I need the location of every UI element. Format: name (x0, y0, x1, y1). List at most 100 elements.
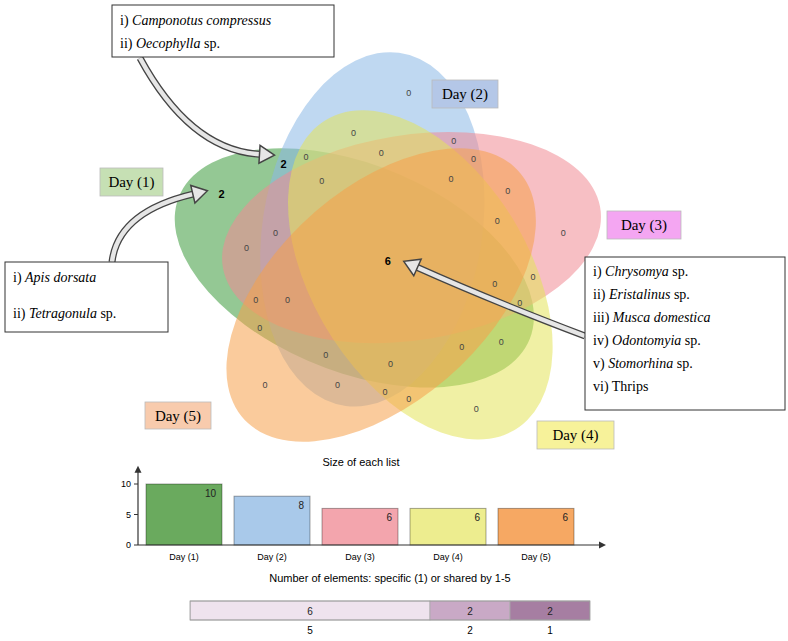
region-count: 0 (273, 228, 278, 238)
region-count: 0 (262, 380, 267, 390)
region-count: 0 (244, 243, 249, 253)
annotation-box (5, 262, 168, 332)
set-ellipse (169, 95, 593, 494)
bar (498, 508, 574, 545)
member-label: iv) Odontomyia sp. (593, 333, 701, 349)
data-label: 6 (562, 512, 568, 523)
x-tick-label: Day (4) (433, 552, 463, 562)
region-count: 0 (499, 337, 504, 347)
region-count: 0 (530, 272, 535, 282)
x-tick-label: Day (2) (257, 552, 287, 562)
bar (410, 508, 486, 545)
region-count: 0 (459, 342, 464, 352)
member-label: vi) Thrips (593, 379, 648, 395)
bar (234, 496, 310, 545)
set-label: Day (1) (108, 174, 154, 191)
member-label: ii) Tetragonula sp. (13, 306, 116, 322)
region-count: 0 (474, 404, 479, 414)
arrow-head (259, 145, 275, 163)
segment-name: 5 (307, 625, 313, 636)
region-count: 0 (323, 350, 328, 360)
region-count: 2 (280, 158, 286, 170)
region-count: 0 (253, 295, 258, 305)
member-label: i) Chrysomya sp. (593, 264, 688, 280)
bar (322, 508, 398, 545)
segment-name: 1 (547, 625, 553, 636)
region-count: 6 (385, 255, 391, 267)
arrow-shaft (140, 58, 260, 154)
y-tick-label: 0 (126, 540, 131, 550)
y-axis (137, 472, 138, 545)
stacked-bar (190, 601, 590, 620)
region-count: 0 (335, 380, 340, 390)
region-count: 0 (561, 228, 566, 238)
bar-segment (430, 601, 510, 620)
region-count: 0 (451, 136, 456, 146)
data-label: 6 (307, 606, 313, 617)
arrow-outline (417, 267, 585, 336)
region-count: 0 (319, 176, 324, 186)
region-count: 0 (383, 387, 388, 397)
data-label: 10 (205, 488, 217, 499)
arrow-head (404, 259, 421, 275)
x-axis (138, 544, 600, 545)
region-count: 0 (449, 174, 454, 184)
y-tick (134, 545, 138, 546)
y-tick (134, 514, 138, 515)
bar (146, 484, 222, 545)
region-count: 0 (495, 216, 500, 226)
arrow-outline (112, 194, 193, 262)
set-label: Day (5) (155, 408, 201, 425)
bar-frame (190, 601, 590, 620)
y-axis-arrow (135, 466, 142, 473)
arrow-shaft (417, 267, 585, 336)
y-tick (134, 484, 138, 485)
x-tick-label: Day (1) (169, 552, 199, 562)
data-label: 2 (467, 606, 473, 617)
y-tick-label: 5 (126, 510, 131, 520)
bars (146, 484, 574, 545)
set-label-box (100, 168, 163, 196)
region-count: 0 (351, 128, 356, 138)
chart-title: Size of each list (322, 456, 399, 468)
region-count: 0 (285, 295, 290, 305)
x-tick-label: Day (3) (345, 552, 375, 562)
member-label: i) Camponotus compressus (120, 13, 272, 29)
region-count: 0 (517, 298, 522, 308)
set-label: Day (4) (552, 427, 598, 444)
set-label-box (145, 402, 211, 429)
region-count: 0 (257, 323, 262, 333)
set-label-box (537, 421, 614, 449)
arrow-shaft (112, 194, 193, 262)
region-count: 0 (471, 154, 476, 164)
member-label: ii) Eristalinus sp. (593, 287, 690, 303)
region-count: 0 (406, 394, 411, 404)
figure: Day (1) Day (2) Day (3) Day (4) Day (5) i) Ap… (0, 0, 788, 641)
data-label: 6 (474, 512, 480, 523)
region-count: 0 (406, 88, 411, 98)
bar-segment (510, 601, 590, 620)
segment-name: 2 (467, 625, 473, 636)
data-label: 8 (298, 500, 304, 511)
y-tick-label: 10 (121, 479, 131, 489)
region-count: 0 (505, 186, 510, 196)
arrow-head (191, 185, 208, 203)
arrow-outline (140, 58, 260, 154)
member-label: i) Apis dorsata (13, 270, 96, 286)
set-label: Day (3) (621, 217, 667, 234)
data-label: 6 (386, 512, 392, 523)
region-count: 2 (218, 188, 224, 200)
member-label: iii) Musca domestica (593, 310, 710, 326)
region-count: 0 (492, 279, 497, 289)
set-label: Day (2) (442, 86, 488, 103)
data-label: 2 (547, 606, 553, 617)
region-count: 0 (303, 152, 308, 162)
member-label: ii) Oecophylla sp. (120, 36, 220, 52)
background (0, 0, 788, 641)
annotation-box (112, 5, 334, 57)
set-label-box (432, 80, 498, 108)
annotation-box (585, 257, 785, 410)
region-count: 0 (379, 148, 384, 158)
venn-sets (134, 38, 619, 494)
member-label: v) Stomorhina sp. (593, 356, 693, 372)
